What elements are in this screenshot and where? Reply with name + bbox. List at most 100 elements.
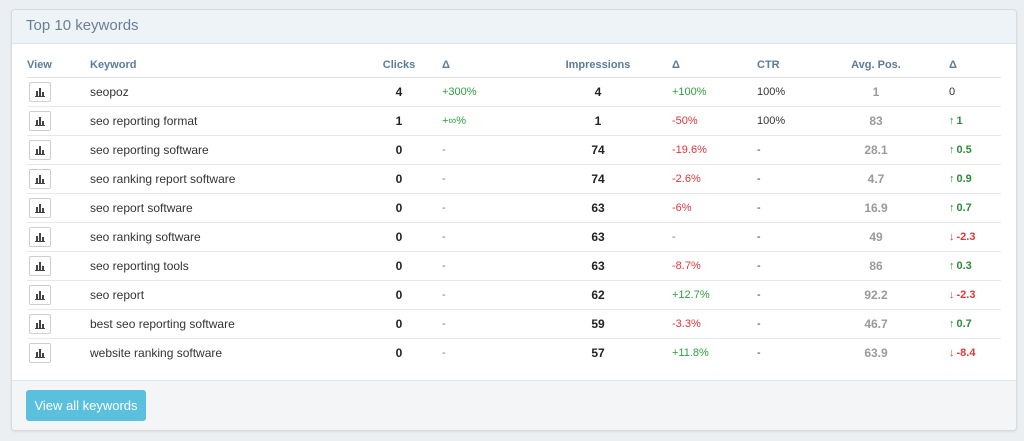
clicks-delta-cell: -: [442, 347, 446, 359]
clicks-delta-cell: -: [428, 193, 538, 223]
panel-footer: View all keywords: [12, 380, 1016, 430]
ctr-cell: -: [745, 135, 825, 165]
arrow-up-icon: ↑: [949, 318, 955, 330]
view-cell: [27, 339, 90, 368]
pos-delta-cell: ↓ -2.3: [927, 280, 1001, 310]
col-ctr-header[interactable]: CTR: [745, 52, 825, 78]
arrow-up-icon: ↑: [949, 260, 955, 272]
ctr-cell: -: [745, 280, 825, 310]
pos-delta-value: -2.3: [956, 289, 976, 301]
view-all-keywords-button[interactable]: View all keywords: [26, 390, 146, 421]
avg-pos-cell: 16.9: [825, 193, 927, 223]
clicks-cell: 4: [370, 77, 428, 107]
clicks-cell: 0: [370, 251, 428, 281]
pos-delta-cell: ↑ 1: [927, 106, 1001, 136]
table-row: seo report 0 - 62 +12.7% - 92.2 ↓ -2.3: [27, 280, 1001, 310]
clicks-delta-cell: -: [428, 280, 538, 310]
arrow-down-icon: ↓: [949, 289, 955, 301]
pos-delta-value: 0.7: [956, 318, 972, 330]
clicks-cell: 0: [370, 280, 428, 310]
clicks-delta-cell: -: [428, 309, 538, 339]
arrow-down-icon: ↓: [949, 231, 955, 243]
col-view-header: View: [27, 52, 90, 78]
impressions-cell: 62: [538, 280, 658, 310]
table-header-row: View Keyword Clicks Δ Impressions Δ CTR …: [27, 52, 1001, 78]
clicks-delta-cell: -: [428, 222, 538, 252]
pos-delta-value: -2.3: [956, 231, 976, 243]
view-cell: [27, 193, 90, 223]
clicks-cell: 0: [370, 164, 428, 194]
pos-delta-value: -8.4: [956, 347, 976, 359]
clicks-cell: 0: [370, 193, 428, 223]
view-keyword-button[interactable]: [29, 111, 51, 131]
avg-pos-cell: 49: [825, 222, 927, 252]
impressions-cell: 74: [538, 135, 658, 165]
col-avg-pos-header[interactable]: Avg. Pos.: [825, 52, 927, 78]
view-cell: [27, 251, 90, 281]
pos-delta-value: 0.9: [956, 173, 972, 185]
pos-delta-cell: ↑ 0.7: [927, 309, 1001, 339]
col-pos-delta-header[interactable]: Δ: [927, 52, 1001, 78]
view-keyword-button[interactable]: [29, 343, 51, 363]
view-cell: [27, 280, 90, 310]
keywords-table: View Keyword Clicks Δ Impressions Δ CTR …: [27, 52, 1001, 367]
impressions-delta-cell: +11.8%: [672, 347, 709, 359]
pos-delta-value: 0.5: [956, 144, 972, 156]
bar-chart-icon: [35, 349, 45, 358]
col-clicks-header[interactable]: Clicks: [370, 52, 428, 78]
view-keyword-button[interactable]: [29, 285, 51, 305]
table-row: seopoz 4 +300% 4 +100% 100% 1 0: [27, 77, 1001, 107]
avg-pos-cell: 46.7: [825, 309, 927, 339]
view-keyword-button[interactable]: [29, 198, 51, 218]
arrow-down-icon: ↓: [949, 347, 955, 359]
impressions-cell: 59: [538, 309, 658, 339]
panel-title: Top 10 keywords: [12, 10, 1016, 44]
keyword-cell: seo report: [90, 280, 370, 310]
keyword-cell: seo reporting software: [90, 135, 370, 165]
table-row: seo report software 0 - 63 -6% - 16.9 ↑ 0…: [27, 193, 1001, 223]
view-keyword-button[interactable]: [29, 256, 51, 276]
clicks-delta-cell: +300%: [428, 77, 538, 107]
keyword-cell: best seo reporting software: [90, 309, 370, 339]
view-keyword-button[interactable]: [29, 140, 51, 160]
col-impressions-delta-header[interactable]: Δ: [658, 52, 745, 78]
clicks-cell: 0: [370, 135, 428, 165]
ctr-cell: -: [745, 222, 825, 252]
clicks-cell: 0: [370, 222, 428, 252]
keyword-cell: seo reporting tools: [90, 251, 370, 281]
avg-pos-cell: 83: [825, 106, 927, 136]
bar-chart-icon: [35, 233, 45, 242]
pos-delta-cell: 0: [927, 77, 1001, 107]
view-keyword-button[interactable]: [29, 227, 51, 247]
view-cell: [27, 164, 90, 194]
table-row: seo reporting software 0 - 74 -19.6% - 2…: [27, 135, 1001, 165]
view-keyword-button[interactable]: [29, 82, 51, 102]
bar-chart-icon: [35, 204, 45, 213]
pos-delta-cell: ↑ 0.5: [927, 135, 1001, 165]
clicks-delta-cell: -: [428, 164, 538, 194]
pos-delta-value: 0.3: [956, 260, 972, 272]
col-impressions-header[interactable]: Impressions: [538, 52, 658, 78]
view-cell: [27, 106, 90, 136]
view-keyword-button[interactable]: [29, 169, 51, 189]
bar-chart-icon: [35, 320, 45, 329]
view-keyword-button[interactable]: [29, 314, 51, 334]
arrow-up-icon: ↑: [949, 202, 955, 214]
col-keyword-header[interactable]: Keyword: [90, 52, 370, 78]
bar-chart-icon: [35, 117, 45, 126]
arrow-up-icon: ↑: [949, 173, 955, 185]
clicks-delta-cell: +∞%: [428, 106, 538, 136]
impressions-cell: 4: [538, 77, 658, 107]
impressions-delta-cell: -8.7%: [658, 251, 745, 281]
clicks-cell: 0: [395, 346, 403, 360]
clicks-cell: 0: [370, 309, 428, 339]
keyword-cell: seo ranking report software: [90, 164, 370, 194]
col-clicks-delta-header[interactable]: Δ: [428, 52, 538, 78]
pos-delta-cell: ↑ 0.9: [927, 164, 1001, 194]
keywords-table-wrap: View Keyword Clicks Δ Impressions Δ CTR …: [12, 44, 1016, 367]
bar-chart-icon: [35, 88, 45, 97]
pos-delta-cell: ↑ 0.7: [927, 193, 1001, 223]
avg-pos-cell: 4.7: [825, 164, 927, 194]
impressions-cell: 1: [538, 106, 658, 136]
keywords-table-body: seopoz 4 +300% 4 +100% 100% 1 0 seo repo…: [27, 77, 1001, 368]
